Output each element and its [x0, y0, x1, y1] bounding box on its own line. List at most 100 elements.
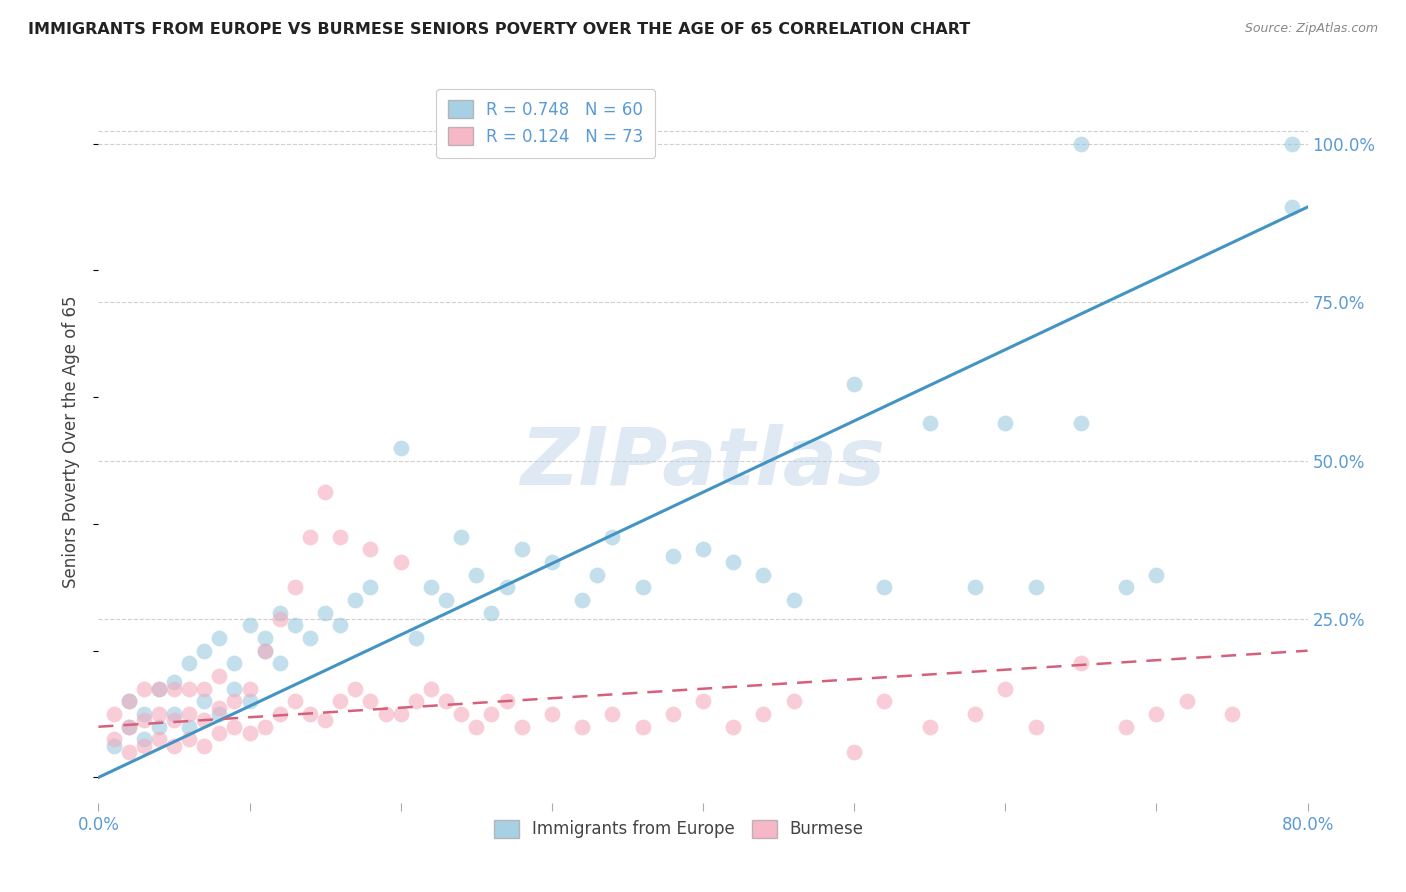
Point	[179, 681, 201, 696]
Point	[389, 707, 412, 722]
Point	[1220, 707, 1243, 722]
Point	[481, 606, 503, 620]
Point	[540, 555, 562, 569]
Point	[1070, 416, 1092, 430]
Point	[434, 593, 457, 607]
Point	[873, 694, 896, 708]
Point	[450, 707, 472, 722]
Text: IMMIGRANTS FROM EUROPE VS BURMESE SENIORS POVERTY OVER THE AGE OF 65 CORRELATION: IMMIGRANTS FROM EUROPE VS BURMESE SENIOR…	[28, 22, 970, 37]
Point	[179, 657, 201, 671]
Point	[163, 714, 186, 728]
Point	[723, 720, 745, 734]
Point	[193, 714, 215, 728]
Point	[329, 618, 352, 632]
Point	[510, 542, 533, 557]
Point	[163, 681, 186, 696]
Point	[253, 643, 276, 657]
Point	[465, 720, 488, 734]
Point	[253, 720, 276, 734]
Y-axis label: Seniors Poverty Over the Age of 65: Seniors Poverty Over the Age of 65	[62, 295, 80, 588]
Point	[1144, 567, 1167, 582]
Point	[1024, 580, 1046, 594]
Point	[1175, 694, 1198, 708]
Point	[132, 732, 155, 747]
Point	[163, 675, 186, 690]
Point	[239, 681, 262, 696]
Point	[284, 618, 307, 632]
Point	[844, 377, 866, 392]
Point	[103, 739, 125, 753]
Point	[299, 707, 322, 722]
Point	[103, 707, 125, 722]
Point	[118, 694, 141, 708]
Point	[1115, 720, 1137, 734]
Point	[269, 612, 291, 626]
Point	[602, 707, 624, 722]
Point	[179, 732, 201, 747]
Point	[994, 681, 1017, 696]
Point	[965, 580, 987, 594]
Point	[510, 720, 533, 734]
Point	[752, 567, 775, 582]
Point	[360, 580, 382, 594]
Point	[344, 593, 367, 607]
Point	[148, 681, 170, 696]
Point	[329, 694, 352, 708]
Point	[1115, 580, 1137, 594]
Point	[405, 631, 427, 645]
Point	[1281, 136, 1303, 151]
Point	[1144, 707, 1167, 722]
Point	[314, 606, 336, 620]
Point	[994, 416, 1017, 430]
Point	[179, 707, 201, 722]
Point	[132, 739, 155, 753]
Point	[269, 657, 291, 671]
Point	[420, 681, 443, 696]
Point	[269, 707, 291, 722]
Point	[631, 580, 654, 594]
Text: ZIPatlas: ZIPatlas	[520, 425, 886, 502]
Point	[224, 720, 246, 734]
Point	[344, 681, 367, 696]
Point	[132, 707, 155, 722]
Point	[1281, 200, 1303, 214]
Text: Source: ZipAtlas.com: Source: ZipAtlas.com	[1244, 22, 1378, 36]
Point	[239, 618, 262, 632]
Point	[374, 707, 396, 722]
Point	[163, 707, 186, 722]
Point	[420, 580, 443, 594]
Point	[450, 530, 472, 544]
Point	[495, 694, 517, 708]
Point	[103, 732, 125, 747]
Point	[1024, 720, 1046, 734]
Point	[389, 555, 412, 569]
Point	[208, 700, 231, 714]
Point	[752, 707, 775, 722]
Point	[208, 707, 231, 722]
Point	[193, 694, 215, 708]
Point	[965, 707, 987, 722]
Point	[193, 643, 215, 657]
Point	[224, 694, 246, 708]
Point	[148, 707, 170, 722]
Point	[239, 694, 262, 708]
Point	[224, 681, 246, 696]
Point	[163, 739, 186, 753]
Point	[118, 745, 141, 759]
Point	[118, 720, 141, 734]
Legend: Immigrants from Europe, Burmese: Immigrants from Europe, Burmese	[486, 813, 870, 845]
Point	[918, 720, 941, 734]
Point	[661, 549, 683, 563]
Point	[148, 681, 170, 696]
Point	[571, 720, 593, 734]
Point	[783, 694, 806, 708]
Point	[495, 580, 517, 594]
Point	[148, 720, 170, 734]
Point	[723, 555, 745, 569]
Point	[269, 606, 291, 620]
Point	[434, 694, 457, 708]
Point	[179, 720, 201, 734]
Point	[284, 580, 307, 594]
Point	[692, 694, 714, 708]
Point	[631, 720, 654, 734]
